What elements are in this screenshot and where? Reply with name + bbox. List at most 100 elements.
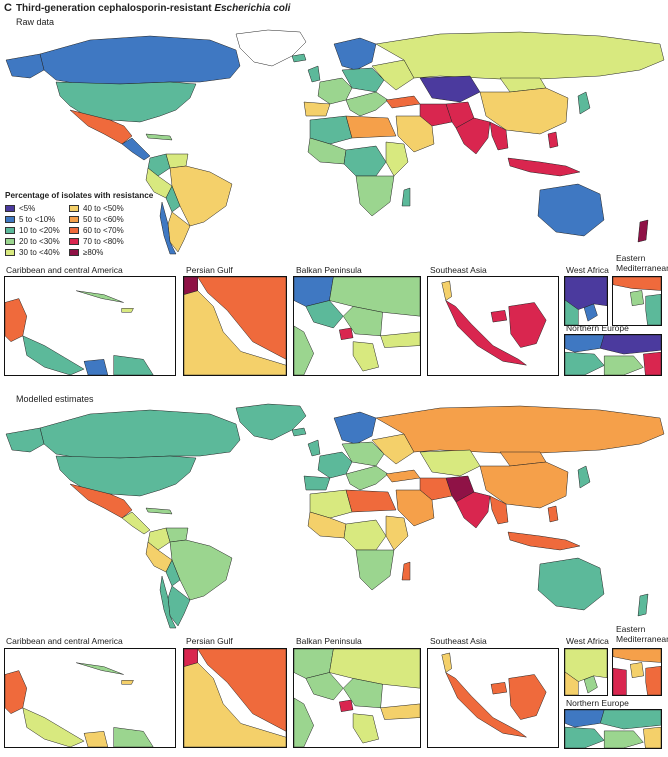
legend-item: 40 to <50% — [69, 203, 133, 213]
raw-data-label: Raw data — [16, 17, 55, 27]
inset-label-westafrica-m: West Africa — [566, 636, 609, 646]
legend-swatch — [69, 237, 79, 245]
inset-label-balkan: Balkan Peninsula — [296, 265, 362, 275]
title-prefix: Third-generation cephalosporin-resistant — [15, 3, 215, 14]
legend-swatch — [5, 215, 15, 223]
iceland — [291, 53, 307, 63]
india — [455, 117, 491, 155]
central-africa — [343, 145, 387, 177]
inset-label-eastmed: Eastern Mediterranean — [616, 253, 668, 273]
legend-item: 50 to <60% — [69, 214, 133, 224]
southern-africa — [355, 175, 395, 217]
legend-label: 10 to <20% — [19, 225, 60, 235]
legend-label: 5 to <10% — [19, 214, 56, 224]
modelled-world-map — [5, 403, 665, 629]
legend-swatch — [5, 237, 15, 245]
caribbean — [145, 133, 173, 141]
inset-label-westafrica: West Africa — [566, 265, 609, 275]
legend-label: 50 to <60% — [83, 214, 124, 224]
myanmar-thai — [489, 121, 509, 151]
venezuela — [165, 153, 189, 169]
legend-swatch — [69, 215, 79, 223]
mexico — [69, 109, 133, 145]
iberia — [303, 101, 331, 117]
legend-label: 30 to <40% — [19, 247, 60, 257]
inset-balkan-raw — [293, 276, 421, 376]
modelled-label: Modelled estimates — [16, 394, 94, 404]
arabia — [395, 115, 435, 153]
scandinavia — [333, 37, 377, 71]
legend-label: <5% — [19, 203, 36, 213]
canada — [39, 35, 241, 85]
legend-label: 40 to <50% — [83, 203, 124, 213]
russia — [375, 31, 665, 81]
panel-title: C Third-generation cephalosporin-resistan… — [4, 2, 290, 14]
legend-swatch — [69, 226, 79, 234]
inset-northeu-raw — [564, 334, 662, 376]
kazakhstan — [419, 75, 481, 103]
legend-title: Percentage of isolates with resistance — [5, 191, 154, 200]
chile — [159, 201, 177, 255]
legend-item: <5% — [5, 203, 69, 213]
inset-label-persian: Persian Gulf — [186, 265, 233, 275]
north-africa-west — [309, 115, 353, 145]
legend-swatch — [69, 204, 79, 212]
inset-westafrica-modelled — [564, 648, 608, 696]
philippines — [547, 131, 559, 149]
legend-swatch — [5, 248, 15, 256]
legend-label: 60 to <70% — [83, 225, 124, 235]
inset-balkan-modelled — [293, 648, 421, 748]
east-africa — [385, 141, 409, 177]
eastern-europe — [371, 59, 415, 91]
inset-label-seasia-m: Southeast Asia — [430, 636, 487, 646]
legend-label: 20 to <30% — [19, 236, 60, 246]
legend-swatch — [5, 226, 15, 234]
legend-label: ≥80% — [83, 247, 104, 257]
inset-label-eastmed-m: Eastern Mediterranean — [616, 624, 668, 644]
inset-seasia-modelled — [427, 648, 559, 748]
turkey — [385, 95, 421, 109]
legend-swatch — [69, 248, 79, 256]
panel-letter: C — [4, 2, 12, 14]
bolivia — [165, 185, 181, 213]
inset-northeu-modelled — [564, 709, 662, 749]
inset-persian-raw — [183, 276, 287, 376]
raw-world-map — [5, 29, 665, 255]
legend-item: 60 to <70% — [69, 225, 133, 235]
usa — [55, 81, 197, 123]
colombia — [147, 153, 171, 177]
inset-label-northeu-m: Northern Europe — [566, 698, 629, 708]
inset-label-balkan-m: Balkan Peninsula — [296, 636, 362, 646]
legend-grid: <5% 40 to <50% 5 to <10% 50 to <60% 10 t… — [5, 203, 153, 257]
inset-eastmed-raw — [612, 276, 662, 326]
legend-item: 20 to <30% — [5, 236, 69, 246]
madagascar — [401, 187, 411, 207]
legend-swatch — [5, 204, 15, 212]
brazil — [169, 165, 233, 227]
inset-label-seasia: Southeast Asia — [430, 265, 487, 275]
china — [479, 87, 569, 135]
central-europe — [341, 67, 385, 93]
japan — [577, 91, 591, 115]
inset-caribbean-raw — [4, 276, 176, 376]
central-america — [121, 137, 151, 161]
inset-seasia-raw — [427, 276, 559, 376]
inset-persian-modelled — [183, 648, 287, 748]
legend-item: ≥80% — [69, 247, 133, 257]
indonesia — [507, 157, 581, 177]
iran — [419, 103, 453, 127]
uk — [307, 65, 321, 83]
new-zealand — [637, 219, 649, 243]
legend-item: 70 to <80% — [69, 236, 133, 246]
inset-westafrica-raw — [564, 276, 608, 326]
inset-label-northeu: Northern Europe — [566, 323, 629, 333]
legend-item: 5 to <10% — [5, 214, 69, 224]
inset-eastmed-modelled — [612, 648, 662, 696]
inset-caribbean-modelled — [4, 648, 176, 748]
alaska — [5, 53, 45, 79]
title-organism: Escherichia coli — [214, 3, 291, 14]
legend: Percentage of isolates with resistance <… — [5, 191, 153, 257]
legend-item: 10 to <20% — [5, 225, 69, 235]
australia — [537, 183, 605, 237]
legend-label: 70 to <80% — [83, 236, 124, 246]
